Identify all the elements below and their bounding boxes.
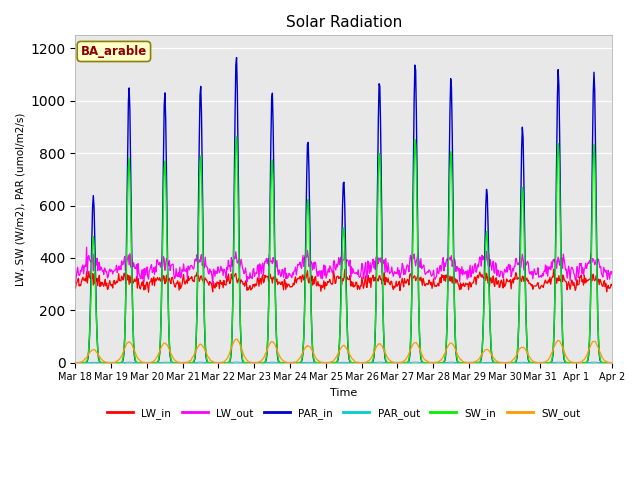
- LW_out: [191, 257, 198, 263]
- LW_out: [426, 268, 434, 274]
- SW_in: [233, 134, 241, 140]
- PAR_in: [191, 356, 198, 362]
- SW_out: [233, 336, 241, 342]
- LW_in: [72, 286, 79, 291]
- PAR_in: [233, 55, 241, 60]
- PAR_out: [136, 360, 144, 366]
- SW_out: [410, 341, 417, 347]
- SW_in: [410, 199, 417, 205]
- Line: PAR_in: PAR_in: [76, 58, 612, 363]
- LW_out: [341, 240, 349, 246]
- Text: BA_arable: BA_arable: [81, 45, 147, 58]
- LW_in: [145, 289, 152, 295]
- SW_in: [608, 360, 616, 366]
- PAR_in: [410, 158, 417, 164]
- PAR_out: [425, 360, 433, 366]
- Title: Solar Radiation: Solar Radiation: [285, 15, 402, 30]
- SW_out: [425, 360, 433, 365]
- Line: PAR_out: PAR_out: [76, 362, 612, 363]
- X-axis label: Time: Time: [330, 388, 357, 398]
- SW_in: [136, 360, 144, 366]
- Legend: LW_in, LW_out, PAR_in, PAR_out, SW_in, SW_out: LW_in, LW_out, PAR_in, PAR_out, SW_in, S…: [102, 404, 584, 423]
- PAR_out: [410, 360, 417, 365]
- SW_in: [191, 354, 198, 360]
- PAR_out: [608, 360, 616, 366]
- LW_in: [136, 286, 144, 292]
- SW_out: [608, 360, 616, 365]
- Line: LW_in: LW_in: [76, 269, 612, 292]
- PAR_out: [72, 360, 79, 366]
- PAR_out: [191, 360, 198, 365]
- LW_out: [410, 251, 418, 257]
- PAR_in: [425, 360, 433, 366]
- PAR_in: [220, 360, 227, 366]
- Line: SW_out: SW_out: [76, 339, 612, 363]
- PAR_out: [81, 360, 89, 366]
- SW_out: [72, 360, 79, 366]
- Line: SW_in: SW_in: [76, 137, 612, 363]
- LW_in: [220, 277, 228, 283]
- LW_in: [608, 283, 616, 288]
- LW_in: [550, 266, 557, 272]
- SW_out: [220, 359, 227, 365]
- SW_in: [220, 360, 227, 366]
- SW_in: [81, 360, 89, 365]
- SW_out: [136, 358, 144, 363]
- PAR_in: [136, 360, 144, 366]
- LW_out: [72, 279, 79, 285]
- LW_out: [608, 271, 616, 277]
- PAR_out: [233, 359, 241, 365]
- LW_out: [81, 263, 89, 268]
- LW_out: [220, 266, 228, 272]
- SW_in: [72, 360, 79, 366]
- PAR_out: [220, 360, 227, 366]
- PAR_in: [81, 360, 89, 366]
- LW_in: [410, 275, 417, 281]
- LW_out: [209, 281, 216, 287]
- Line: LW_out: LW_out: [76, 243, 612, 284]
- Y-axis label: LW, SW (W/m2), PAR (umol/m2/s): LW, SW (W/m2), PAR (umol/m2/s): [15, 112, 25, 286]
- PAR_in: [72, 360, 79, 366]
- LW_in: [425, 277, 433, 283]
- SW_in: [425, 360, 433, 366]
- PAR_in: [608, 360, 616, 366]
- LW_in: [192, 273, 200, 278]
- LW_in: [81, 276, 89, 281]
- SW_out: [191, 350, 198, 356]
- LW_out: [136, 276, 144, 282]
- SW_out: [81, 356, 89, 361]
